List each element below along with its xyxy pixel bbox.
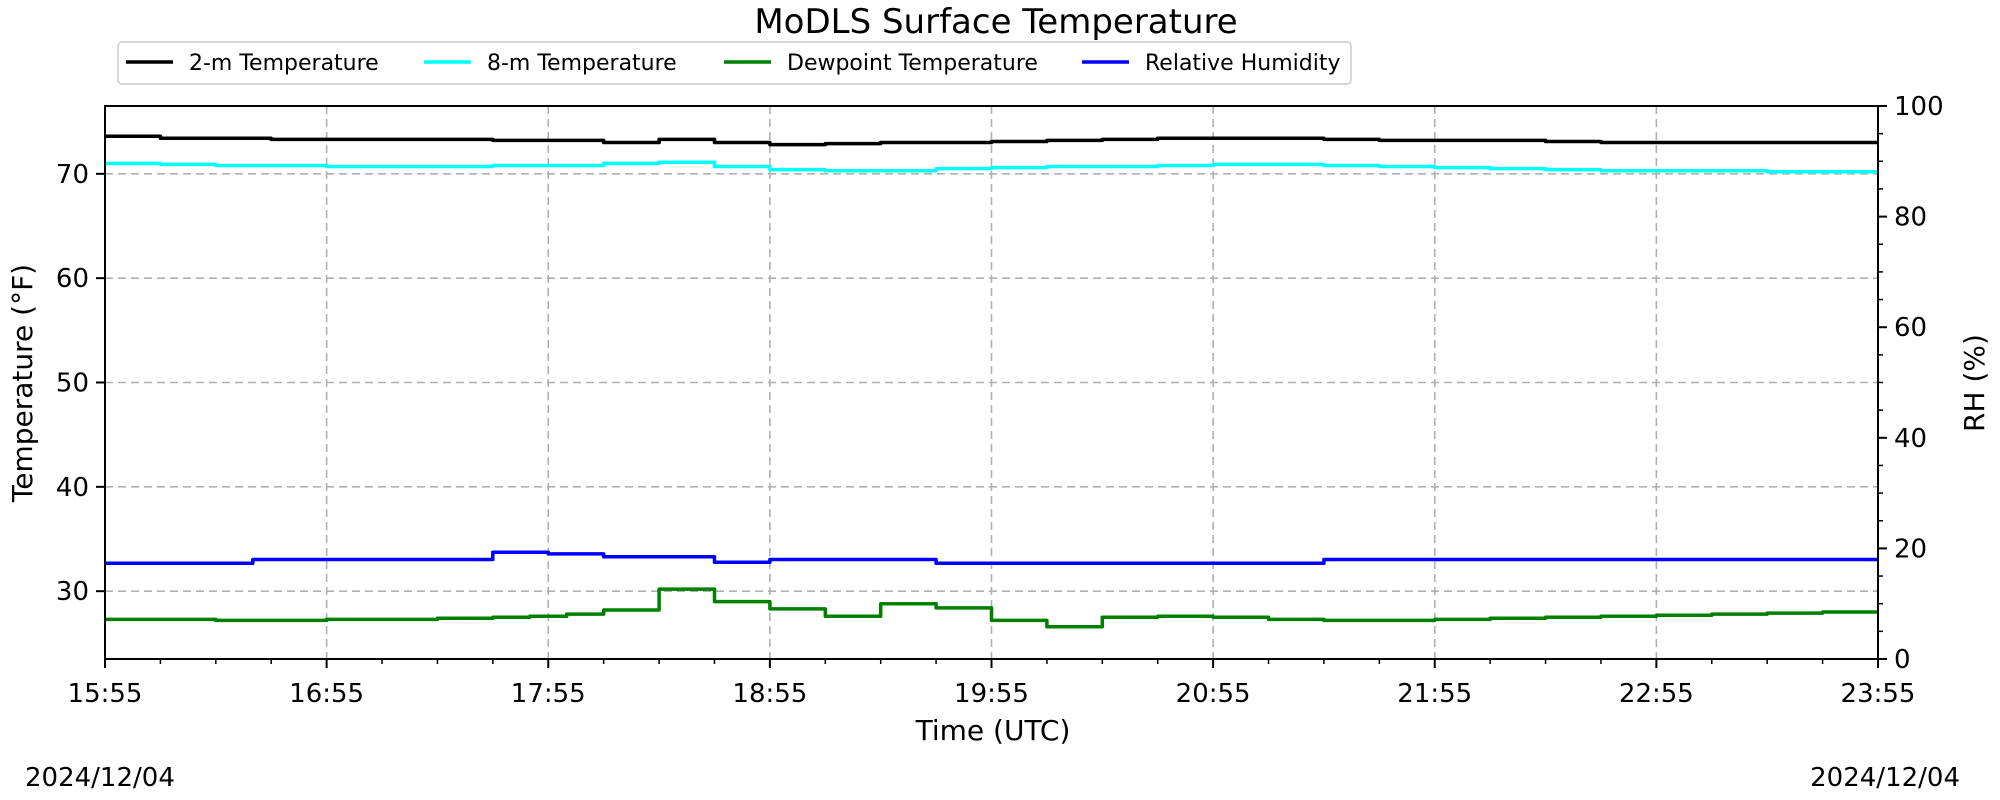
x-tick-label: 18:55	[732, 679, 807, 709]
legend-label: Dewpoint Temperature	[787, 51, 1038, 76]
y2-tick-label: 40	[1894, 424, 1927, 454]
x-tick-label: 23:55	[1841, 679, 1916, 709]
x-tick-label: 19:55	[954, 679, 1029, 709]
y2-tick-label: 0	[1894, 645, 1911, 675]
legend: 2-m Temperature 8-m Temperature Dewpoint T…	[117, 41, 1352, 85]
legend-label: Relative Humidity	[1145, 51, 1340, 76]
date-label-left: 2024/12/04	[25, 763, 175, 793]
series-line	[105, 587, 1878, 629]
series-layer	[105, 134, 1878, 629]
y-tick-label: 30	[56, 577, 89, 607]
x-axis: 15:55 16:55 17:55 18:55 19:55 20:55 21:55 22:55…	[68, 659, 1916, 709]
x-tick-label: 20:55	[1176, 679, 1251, 709]
y2-axis-title: RH (%)	[1958, 334, 1991, 432]
grid	[105, 106, 1878, 659]
x-tick-label: 22:55	[1619, 679, 1694, 709]
y-tick-label: 70	[56, 160, 89, 190]
legend-label: 2-m Temperature	[189, 51, 379, 76]
y-tick-label: 50	[56, 369, 89, 399]
chart-title: MoDLS Surface Temperature	[754, 2, 1237, 42]
date-label-right: 2024/12/04	[1810, 763, 1960, 793]
x-tick-label: 15:55	[68, 679, 143, 709]
y-tick-label: 60	[56, 264, 89, 294]
series-line	[105, 160, 1878, 174]
y2-tick-label: 60	[1894, 313, 1927, 343]
series-line	[105, 134, 1878, 147]
y2-tick-label: 100	[1894, 92, 1944, 122]
x-tick-label: 17:55	[511, 679, 586, 709]
series-line	[105, 550, 1878, 566]
x-axis-title: Time (UTC)	[915, 714, 1071, 747]
y-axis-left: 30 40 50 60 70	[56, 160, 105, 607]
y2-tick-label: 80	[1894, 203, 1927, 233]
y-axis-right: 0 20 40 60 80 100	[1878, 92, 1944, 675]
x-tick-label: 21:55	[1397, 679, 1472, 709]
y2-tick-label: 20	[1894, 534, 1927, 564]
y-axis-title: Temperature (°F)	[6, 264, 39, 503]
legend-label: 8-m Temperature	[487, 51, 677, 76]
x-tick-label: 16:55	[289, 679, 364, 709]
y-tick-label: 40	[56, 473, 89, 503]
